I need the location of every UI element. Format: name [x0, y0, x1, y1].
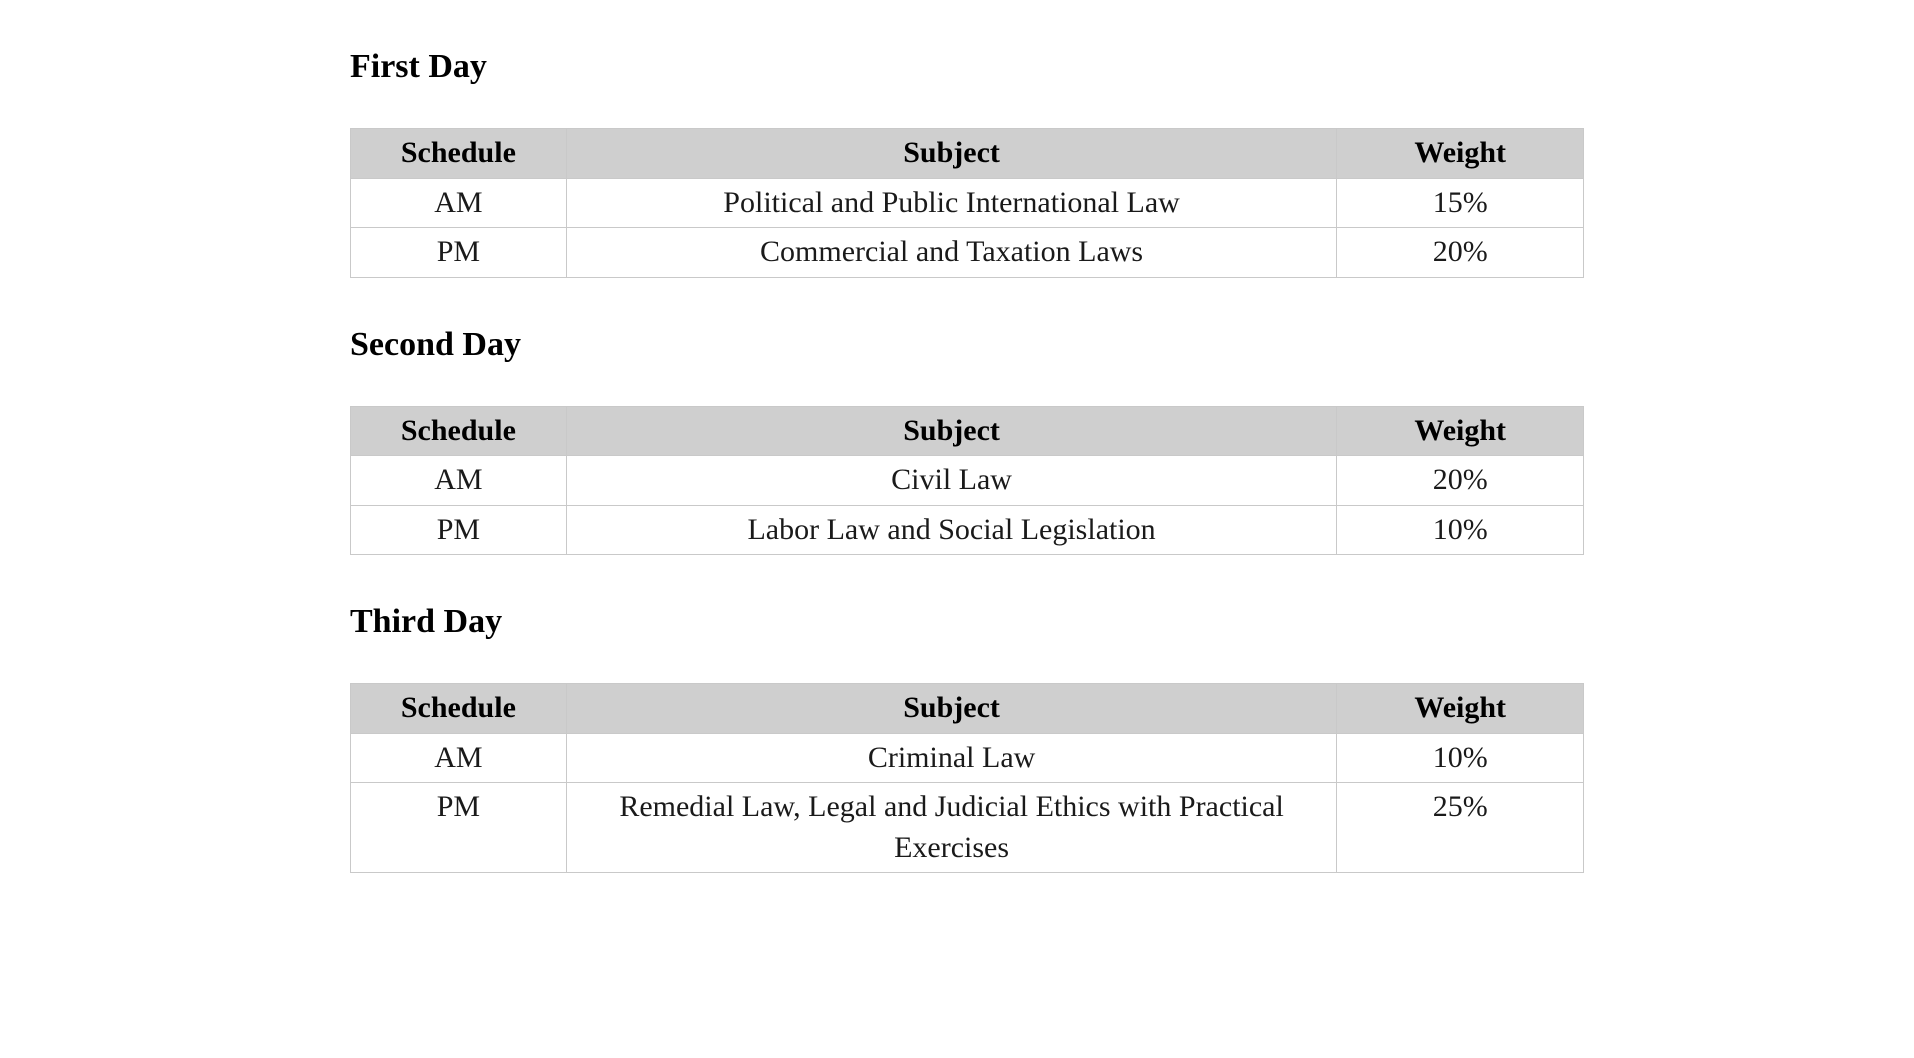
col-header-weight: Weight — [1337, 684, 1584, 734]
col-header-schedule: Schedule — [351, 684, 567, 734]
table-header-row: Schedule Subject Weight — [351, 684, 1584, 734]
table-day2: Schedule Subject Weight AM Civil Law 20%… — [350, 406, 1584, 556]
col-header-schedule: Schedule — [351, 406, 567, 456]
cell-subject: Commercial and Taxation Laws — [566, 228, 1337, 278]
cell-schedule: PM — [351, 228, 567, 278]
cell-subject: Political and Public International Law — [566, 178, 1337, 228]
table-day3: Schedule Subject Weight AM Criminal Law … — [350, 683, 1584, 873]
section-day2: Second Day Schedule Subject Weight AM Ci… — [350, 326, 1584, 556]
cell-schedule: PM — [351, 783, 567, 873]
section-day3: Third Day Schedule Subject Weight AM Cri… — [350, 603, 1584, 873]
table-row: AM Criminal Law 10% — [351, 733, 1584, 783]
col-header-subject: Subject — [566, 129, 1337, 179]
col-header-subject: Subject — [566, 684, 1337, 734]
section-day1: First Day Schedule Subject Weight AM Pol… — [350, 48, 1584, 278]
table-header-row: Schedule Subject Weight — [351, 129, 1584, 179]
cell-weight: 20% — [1337, 456, 1584, 506]
col-header-weight: Weight — [1337, 129, 1584, 179]
section-title-day3: Third Day — [350, 603, 1584, 641]
table-row: AM Civil Law 20% — [351, 456, 1584, 506]
cell-subject: Civil Law — [566, 456, 1337, 506]
cell-subject: Criminal Law — [566, 733, 1337, 783]
cell-weight: 10% — [1337, 505, 1584, 555]
cell-weight: 10% — [1337, 733, 1584, 783]
col-header-weight: Weight — [1337, 406, 1584, 456]
table-row: AM Political and Public International La… — [351, 178, 1584, 228]
table-header-row: Schedule Subject Weight — [351, 406, 1584, 456]
table-row: PM Remedial Law, Legal and Judicial Ethi… — [351, 783, 1584, 873]
table-day1: Schedule Subject Weight AM Political and… — [350, 128, 1584, 278]
cell-schedule: AM — [351, 178, 567, 228]
cell-weight: 15% — [1337, 178, 1584, 228]
cell-weight: 25% — [1337, 783, 1584, 873]
cell-subject: Remedial Law, Legal and Judicial Ethics … — [566, 783, 1337, 873]
cell-schedule: AM — [351, 456, 567, 506]
section-title-day1: First Day — [350, 48, 1584, 86]
table-row: PM Labor Law and Social Legislation 10% — [351, 505, 1584, 555]
cell-weight: 20% — [1337, 228, 1584, 278]
cell-subject: Labor Law and Social Legislation — [566, 505, 1337, 555]
cell-schedule: PM — [351, 505, 567, 555]
col-header-subject: Subject — [566, 406, 1337, 456]
page-root: First Day Schedule Subject Weight AM Pol… — [0, 0, 1914, 1058]
cell-schedule: AM — [351, 733, 567, 783]
table-row: PM Commercial and Taxation Laws 20% — [351, 228, 1584, 278]
section-title-day2: Second Day — [350, 326, 1584, 364]
col-header-schedule: Schedule — [351, 129, 567, 179]
